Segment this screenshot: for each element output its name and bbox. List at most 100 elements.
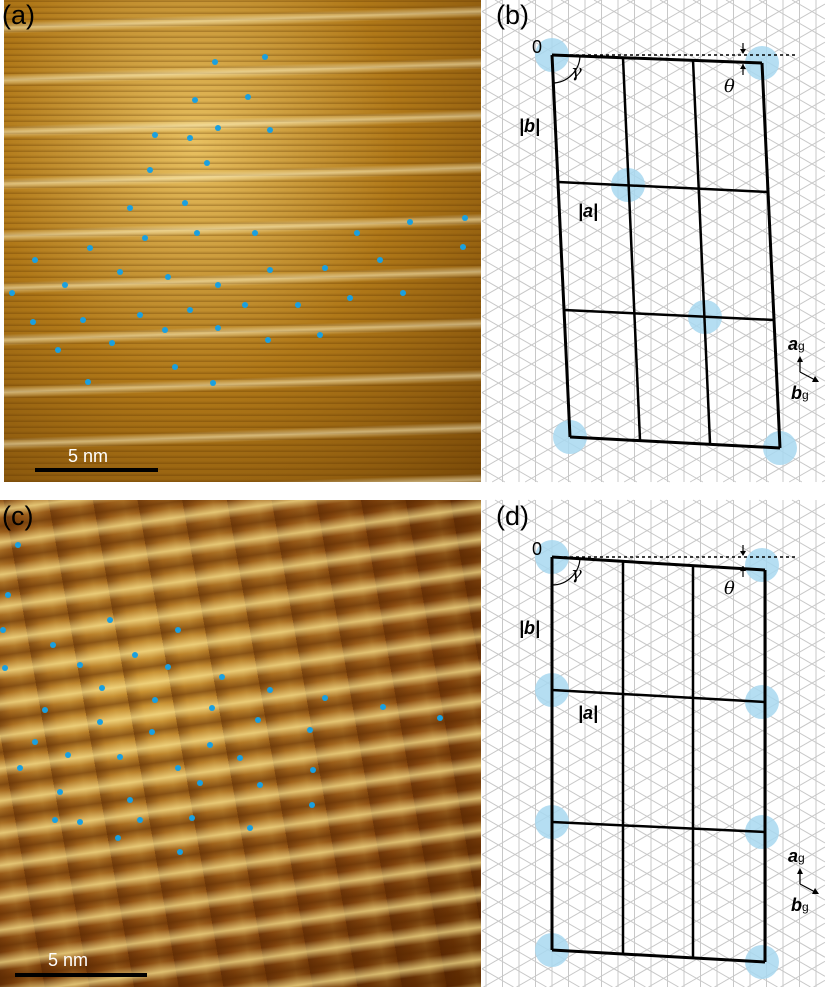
grid-line <box>481 644 825 844</box>
grid-line <box>747 941 825 987</box>
bg-letter: b <box>791 383 802 403</box>
marker-dot <box>192 97 198 103</box>
marker-dot <box>295 302 301 308</box>
grid-line <box>681 903 825 987</box>
grid-line <box>791 0 825 20</box>
marker-dot <box>80 317 86 323</box>
grid-line <box>481 636 825 836</box>
grid-line <box>481 0 668 108</box>
grid-line <box>481 499 701 627</box>
grid-line <box>557 327 825 483</box>
grid-line <box>481 335 737 483</box>
theta-label: θ <box>724 76 735 97</box>
marker-dot <box>87 245 93 251</box>
marker-dot <box>209 705 215 711</box>
b-length-label: |b| <box>519 618 540 638</box>
grid-line <box>481 0 569 51</box>
marker-dot <box>212 59 218 65</box>
grid-line <box>481 430 572 483</box>
marker-dot <box>115 835 121 841</box>
grid-line <box>481 68 825 268</box>
grid-line <box>481 213 825 413</box>
grid-line <box>481 0 800 184</box>
grid-line <box>481 835 745 987</box>
unit-cell-line <box>563 308 775 322</box>
grid-line <box>481 315 770 483</box>
grid-line <box>780 960 825 987</box>
marker-dot <box>267 127 273 133</box>
marker-dot <box>182 200 188 206</box>
marker-dot <box>252 230 258 236</box>
theta-arrowhead <box>740 64 746 69</box>
theta-arrowhead <box>740 551 746 556</box>
grid-line <box>481 251 825 451</box>
marker-dot <box>380 704 386 710</box>
marker-dot <box>165 274 171 280</box>
grid-line <box>481 468 506 483</box>
marker-dot <box>152 132 158 138</box>
marker-dot <box>32 739 38 745</box>
marker-dot <box>215 325 221 331</box>
marker-dot <box>309 802 315 808</box>
marker-dot <box>147 167 153 173</box>
marker-dot <box>354 230 360 236</box>
unit-cell-line <box>557 180 768 194</box>
grid-line <box>689 403 825 483</box>
grid-line <box>481 270 825 470</box>
gamma-label: γ <box>571 61 582 82</box>
ag-letter: a <box>788 846 798 866</box>
marker-dot <box>210 380 216 386</box>
marker-dot <box>17 765 23 771</box>
marker-dot <box>377 257 383 263</box>
marker-dot <box>0 627 6 633</box>
grid-line <box>481 777 825 977</box>
marker-dot <box>267 267 273 273</box>
unit-cells <box>535 38 819 979</box>
marker-dot <box>137 312 143 318</box>
grid-line <box>481 499 734 646</box>
gamma-angle-arc <box>551 55 581 84</box>
marker-dot <box>127 205 133 211</box>
unit-cell-line <box>691 59 712 444</box>
marker-dot <box>242 302 248 308</box>
grid-line <box>791 499 825 520</box>
grid-line <box>481 182 825 382</box>
ag-arrowhead <box>797 356 803 362</box>
grid-line <box>481 499 503 512</box>
ag-subscript: g <box>798 851 805 865</box>
grid-line <box>758 0 825 39</box>
stm-image-a <box>4 0 481 482</box>
unit-cell-line <box>551 555 766 572</box>
grid-line <box>481 411 605 483</box>
grid-line <box>582 846 825 987</box>
marker-dot <box>407 219 413 225</box>
lattice-site-highlight <box>745 548 779 582</box>
marker-dot <box>65 752 71 758</box>
panel-label-c: (c) <box>2 501 34 531</box>
theta-label: θ <box>724 578 735 599</box>
marker-dot <box>219 674 225 680</box>
grid-line <box>481 713 825 913</box>
grid-line <box>527 0 825 172</box>
marker-dot <box>255 717 261 723</box>
marker-dot <box>310 767 316 773</box>
marker-dot <box>132 652 138 658</box>
marker-dot <box>187 307 193 313</box>
unit-cell-line <box>551 53 763 65</box>
grid-line <box>615 865 825 987</box>
grid-line <box>481 0 536 32</box>
ag-subscript: g <box>798 339 805 353</box>
marker-dot <box>30 319 36 325</box>
unit-cell-line <box>551 820 766 834</box>
grid-line <box>481 201 825 401</box>
marker-dot <box>2 665 8 671</box>
grid-line <box>481 354 704 483</box>
grid-line <box>692 499 825 577</box>
bg-label: bg <box>791 895 809 915</box>
grid-line <box>481 499 668 608</box>
grid-line <box>481 758 825 958</box>
marker-dot <box>52 817 58 823</box>
grid-line <box>481 144 825 344</box>
